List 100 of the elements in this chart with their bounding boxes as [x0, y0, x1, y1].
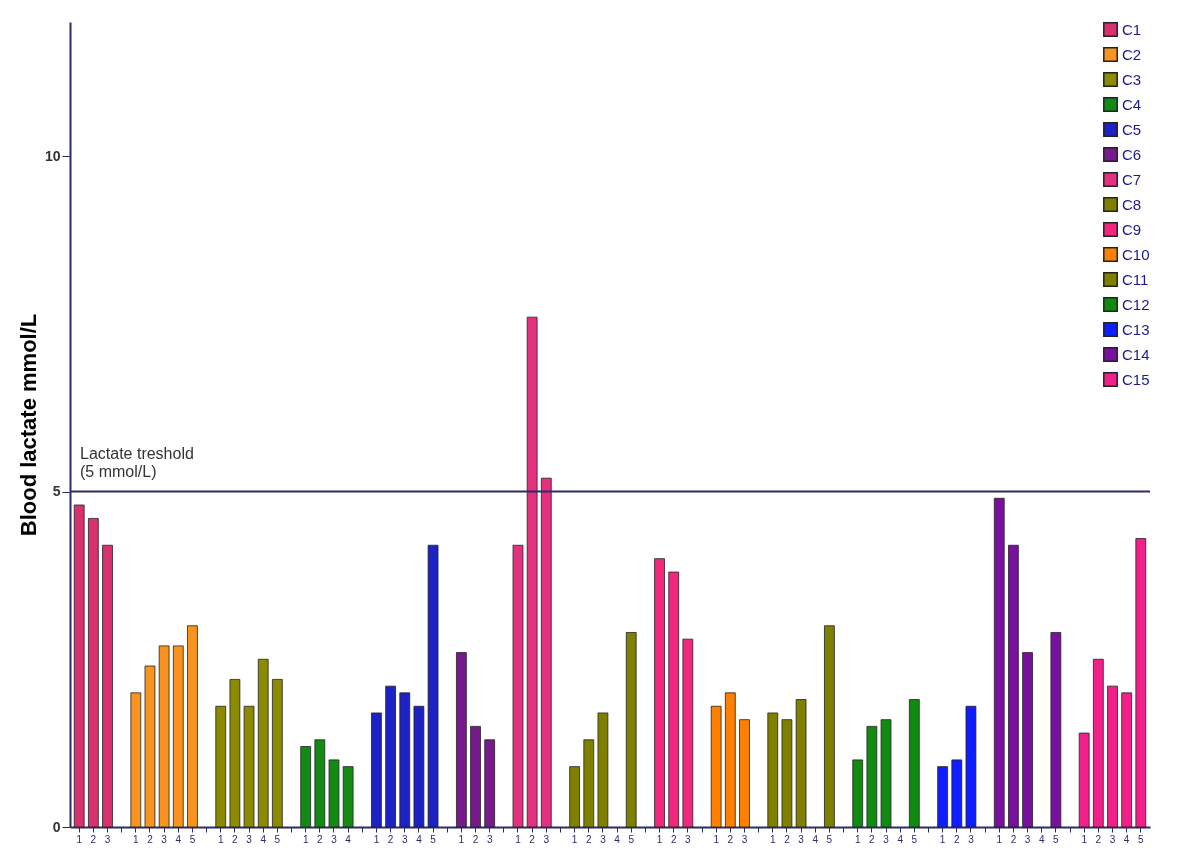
- y-tick-label: 0: [52, 818, 61, 835]
- x-tick-label: 2: [1010, 833, 1017, 845]
- bar: [739, 719, 750, 828]
- x-tick-label: 5: [911, 833, 918, 845]
- bar: [866, 725, 878, 828]
- bar: [569, 766, 580, 828]
- x-tick-label: 2: [147, 833, 154, 845]
- bar: [484, 739, 496, 828]
- x-tick-label: 2: [670, 833, 677, 845]
- bar: [272, 679, 283, 828]
- bar: [215, 705, 227, 828]
- bar: [767, 712, 779, 828]
- x-tick-label: 4: [1123, 833, 1130, 845]
- x-tick-label: 3: [883, 833, 890, 845]
- x-tick-label: 4: [897, 833, 904, 845]
- bar: [144, 665, 156, 828]
- bar: [314, 739, 326, 828]
- bar: [880, 719, 892, 828]
- legend-label: C1: [1122, 20, 1142, 38]
- bar: [965, 705, 977, 828]
- bar: [654, 558, 665, 828]
- x-tick-label: 5: [1138, 833, 1145, 845]
- legend-label: C5: [1122, 120, 1142, 138]
- x-tick-label: 1: [373, 833, 380, 845]
- x-tick-label: 1: [996, 833, 1003, 845]
- x-tick-label: 2: [387, 833, 394, 845]
- x-tick-label: 3: [600, 833, 607, 845]
- x-tick-label: 3: [741, 833, 748, 845]
- bar: [512, 544, 524, 828]
- x-tick-label: 2: [869, 833, 876, 845]
- bar: [399, 692, 411, 828]
- y-tick-label: 10: [44, 147, 61, 164]
- bar: [73, 504, 85, 828]
- bar: [852, 759, 864, 828]
- legend-label: C6: [1122, 145, 1142, 163]
- x-tick-label: 1: [854, 833, 861, 845]
- legend-label: C2: [1122, 45, 1142, 63]
- x-tick-label: 1: [76, 833, 83, 845]
- bar: [88, 518, 99, 828]
- x-tick-label: 1: [1081, 833, 1088, 845]
- bar: [229, 679, 241, 828]
- x-tick-label: 3: [486, 833, 493, 845]
- x-tick-label: 4: [614, 833, 621, 845]
- x-tick-label: 3: [685, 833, 692, 845]
- x-tick-label: 3: [1024, 833, 1031, 845]
- bar: [724, 692, 736, 828]
- bar: [1008, 544, 1019, 828]
- bar: [795, 699, 807, 828]
- legend-label: C8: [1122, 195, 1142, 213]
- bar: [597, 712, 609, 828]
- bar: [625, 632, 637, 828]
- legend-label: C12: [1122, 295, 1150, 313]
- y-axis-title: Blood lactate mmol/L: [15, 313, 41, 537]
- x-tick-label: 3: [401, 833, 408, 845]
- x-tick-label: 2: [954, 833, 961, 845]
- bar: [172, 645, 184, 828]
- bar: [1092, 658, 1104, 828]
- bar: [583, 739, 595, 828]
- bar: [102, 544, 113, 828]
- x-tick-label: 2: [90, 833, 97, 845]
- x-tick-label: 2: [529, 833, 536, 845]
- x-tick-label: 1: [713, 833, 720, 845]
- bar: [427, 544, 439, 828]
- legend-label: C3: [1122, 70, 1142, 88]
- bar: [668, 571, 680, 828]
- x-tick-label: 4: [345, 833, 352, 845]
- x-tick-label: 5: [826, 833, 833, 845]
- bar: [908, 699, 920, 828]
- x-tick-label: 1: [217, 833, 224, 845]
- bar: [1135, 538, 1147, 828]
- x-tick-label: 1: [571, 833, 578, 845]
- bar: [257, 658, 269, 828]
- x-tick-label: 1: [770, 833, 776, 845]
- bar: [526, 316, 538, 828]
- bar: [413, 705, 425, 828]
- x-tick-label: 2: [317, 833, 324, 845]
- x-tick-label: 5: [628, 833, 635, 845]
- bar: [385, 685, 396, 828]
- x-tick-label: 3: [246, 833, 253, 845]
- bar: [682, 638, 694, 828]
- bar: [158, 645, 170, 828]
- bar: [710, 705, 722, 828]
- x-tick-label: 1: [302, 833, 309, 845]
- bar: [456, 652, 467, 828]
- x-tick-label: 5: [1053, 833, 1060, 845]
- bar: [781, 719, 793, 828]
- y-tick-label: 5: [52, 483, 61, 500]
- x-tick-label: 3: [104, 833, 111, 845]
- x-tick-label: 5: [189, 833, 196, 845]
- x-tick-label: 3: [331, 833, 338, 845]
- x-tick-label: 2: [1095, 833, 1102, 845]
- bar: [951, 759, 963, 828]
- bar: [243, 705, 255, 828]
- x-tick-label: 1: [939, 833, 946, 845]
- x-tick-label: 2: [232, 833, 239, 845]
- x-tick-label: 4: [260, 833, 267, 845]
- bar: [1050, 632, 1062, 828]
- x-tick-label: 1: [656, 833, 663, 845]
- x-tick-label: 1: [515, 833, 522, 845]
- legend-label: C15: [1122, 370, 1150, 388]
